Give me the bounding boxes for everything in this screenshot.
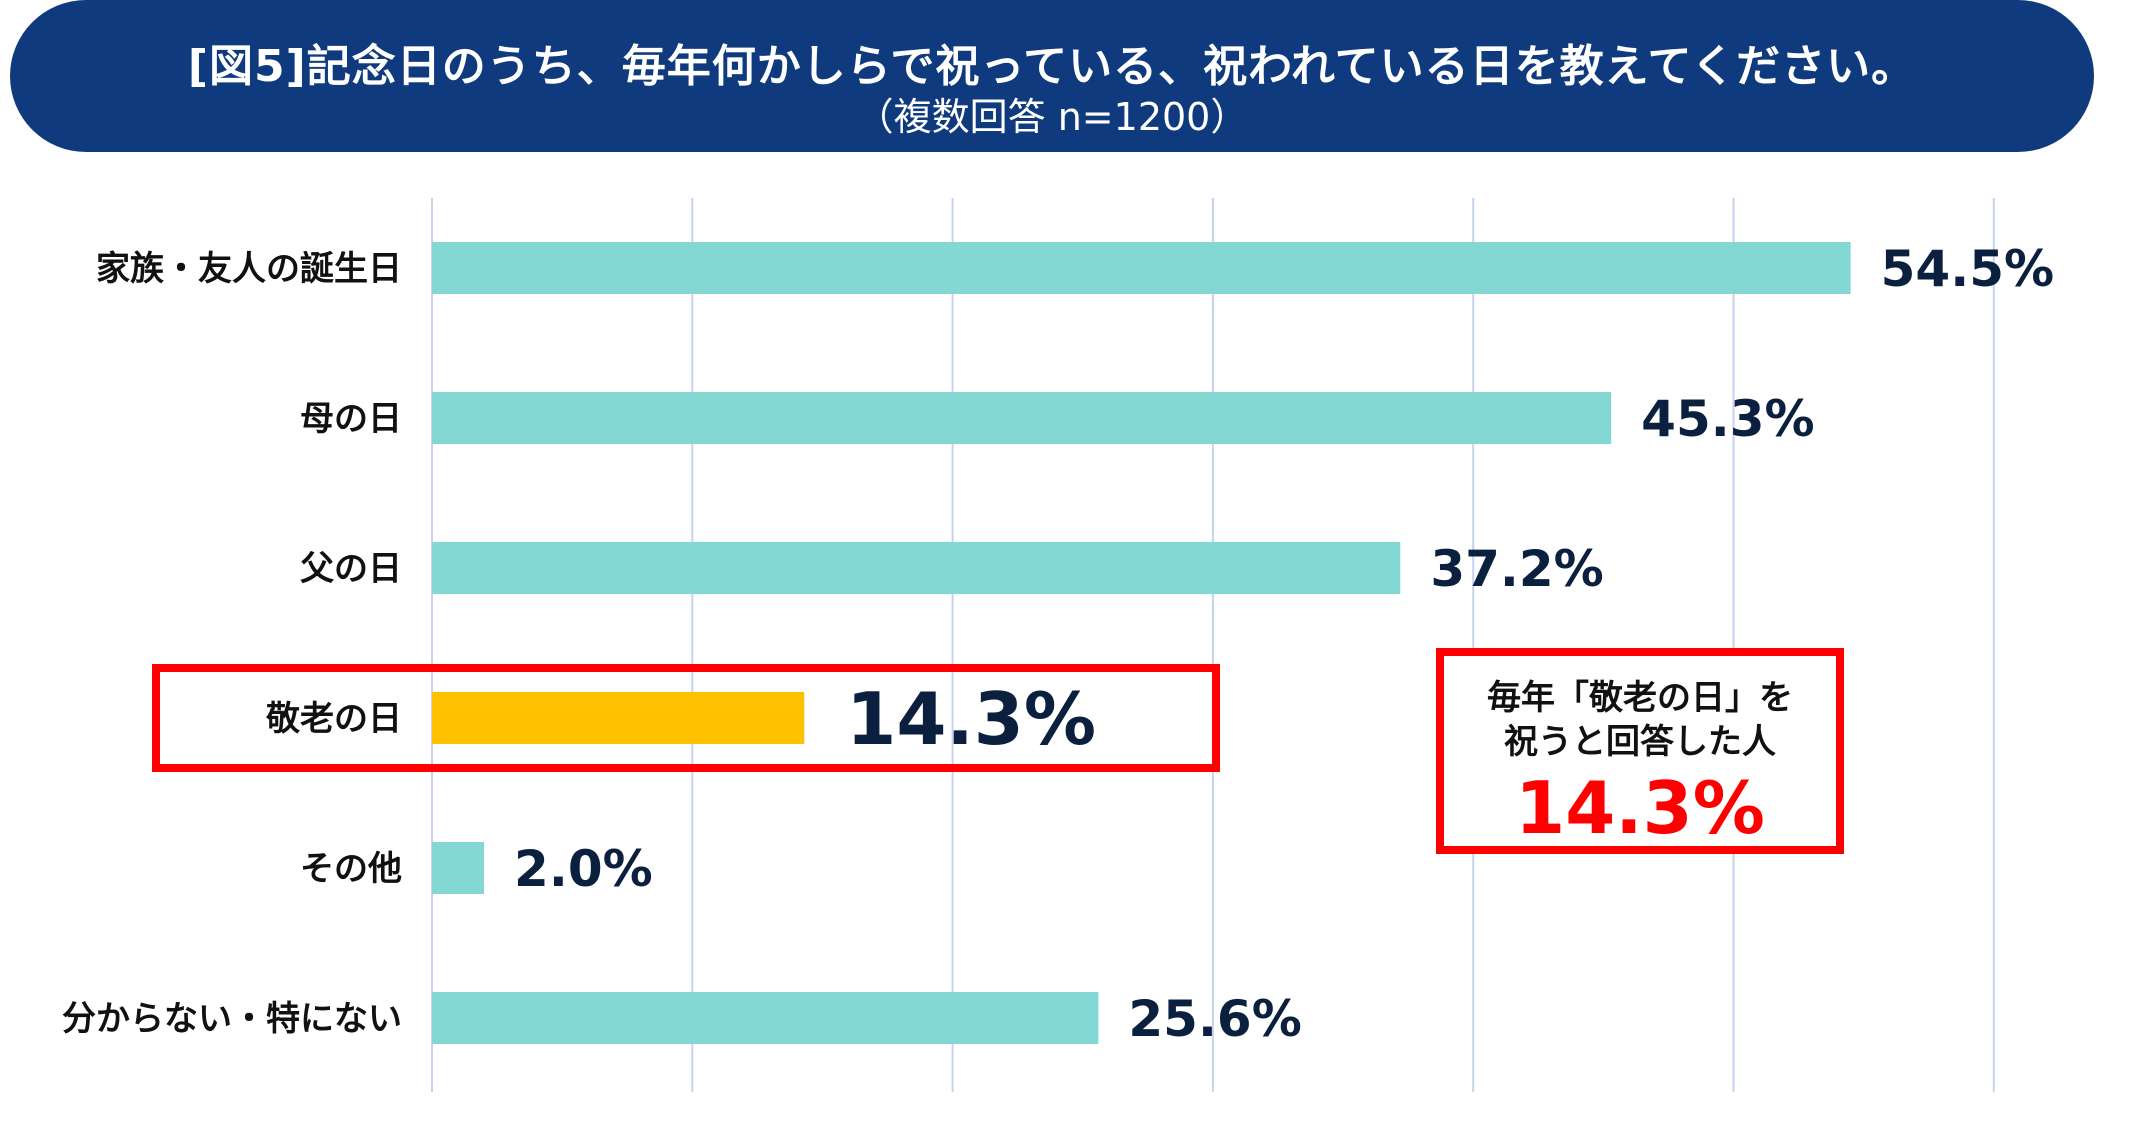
- chart-title: [図5]記念日のうち、毎年何かしらで祝っている、祝われている日を教えてください。: [187, 41, 1917, 92]
- value-label: 54.5%: [1881, 240, 2054, 298]
- value-label: 14.3%: [846, 677, 1096, 761]
- category-label: 父の日: [300, 549, 402, 589]
- value-label: 2.0%: [514, 840, 653, 898]
- bar: [432, 242, 1851, 294]
- callout-line1: 毎年「敬老の日」を: [1487, 678, 1793, 718]
- category-label: その他: [300, 849, 402, 889]
- title-banner: [図5]記念日のうち、毎年何かしらで祝っている、祝われている日を教えてください。…: [10, 0, 2094, 152]
- bar: [432, 392, 1612, 444]
- category-label: 敬老の日: [265, 699, 402, 739]
- category-label: 母の日: [300, 399, 402, 439]
- callout-value: 14.3%: [1515, 766, 1765, 850]
- highlight-box: [152, 664, 1220, 772]
- chart-subtitle: （複数回答 n=1200）: [855, 95, 1249, 139]
- bar: [432, 692, 805, 744]
- value-label: 45.3%: [1641, 390, 1814, 448]
- value-label: 37.2%: [1430, 540, 1603, 598]
- bar: [432, 992, 1099, 1044]
- category-label: 家族・友人の誕生日: [96, 249, 402, 289]
- callout-box: 毎年「敬老の日」を 祝うと回答した人 14.3%: [1436, 648, 1844, 854]
- category-label: 分からない・特にない: [62, 999, 402, 1039]
- value-label: 25.6%: [1128, 990, 1301, 1048]
- callout-line2: 祝うと回答した人: [1504, 722, 1776, 762]
- bar: [432, 842, 485, 894]
- bar: [432, 542, 1401, 594]
